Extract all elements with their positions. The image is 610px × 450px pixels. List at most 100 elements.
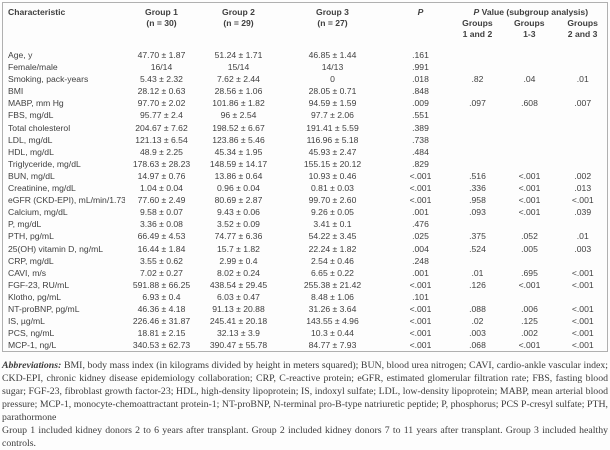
row-value: 0 [330, 74, 335, 85]
abbreviations-text: BMI, body mass index (in kilograms divid… [2, 360, 609, 423]
row-value [501, 255, 559, 267]
row-value: .006 [521, 303, 538, 314]
row-value: .01 [576, 231, 589, 242]
row-value: 16/14 [150, 62, 173, 73]
row-value: .009 [412, 98, 429, 109]
row-value [455, 109, 501, 121]
row-value: .007 [574, 98, 592, 109]
row-value: 48.9 ± 2.25 [140, 146, 183, 157]
row-value: <.001 [571, 328, 594, 339]
col-header-group1: Group 1 (n = 30) [125, 3, 199, 50]
row-value: 99.70 ± 2.60 [308, 195, 357, 206]
p-label: P [417, 7, 424, 17]
row-value: 28.56 ± 1.06 [214, 86, 263, 97]
table-row: BMI 28.12 ± 0.63 28.56 ± 1.06 28.05 ± 0.71.… [3, 85, 608, 97]
row-value: .018 [412, 74, 429, 85]
group3-n: (n = 27) [317, 18, 348, 28]
row-value [501, 85, 559, 97]
row-label: Age, y [8, 50, 33, 60]
row-value [559, 134, 608, 146]
row-value: .001 [412, 267, 429, 278]
row-value: <.001 [409, 316, 432, 327]
row-value: <.001 [518, 195, 541, 206]
row-value: .551 [412, 110, 429, 121]
row-value: 591.88 ± 66.25 [132, 279, 191, 290]
header-row: Characteristic Group 1 (n = 30) Group 2 … [3, 3, 608, 50]
row-value: .01 [471, 267, 484, 278]
row-value: <.001 [518, 279, 541, 290]
row-value: .126 [469, 279, 486, 290]
row-value: 7.02 ± 0.27 [140, 267, 183, 278]
row-value: 54.22 ± 3.45 [308, 231, 357, 242]
row-label: BUN, mg/dL [8, 170, 55, 181]
row-value: 143.55 ± 4.96 [306, 316, 359, 327]
row-value: 226.46 ± 31.87 [132, 316, 191, 327]
row-value: .003 [574, 243, 592, 254]
row-value: <.001 [518, 183, 541, 194]
row-value: .82 [471, 74, 484, 85]
row-value: 51.24 ± 1.71 [214, 50, 263, 60]
row-value: 3.41 ± 0.1 [313, 219, 352, 230]
row-label: NT-proBNP, pg/mL [8, 303, 80, 314]
table-row: eGFR (CKD-EPI), mL/min/1.73 m² 77.60 ± 2.… [3, 194, 608, 206]
row-value: .248 [412, 255, 429, 266]
row-value: 8.48 ± 1.06 [311, 291, 354, 302]
row-label: P, mg/dL [8, 219, 42, 230]
row-value: 10.93 ± 0.46 [308, 170, 357, 181]
row-value: 0.81 ± 0.03 [311, 183, 354, 194]
group2-n: (n = 29) [223, 18, 254, 28]
row-value [455, 146, 501, 158]
row-value: .516 [469, 170, 486, 181]
table-row: Klotho, pg/mL 6.93 ± 0.4 6.03 ± 0.47 8.48 ±… [3, 291, 608, 303]
row-value: .002 [574, 170, 592, 181]
row-value [501, 146, 559, 158]
row-value: 80.69 ± 2.87 [214, 195, 263, 206]
row-value: 340.53 ± 62.73 [132, 340, 191, 351]
table-row: FBS, mg/dL 95.77 ± 2.4 96 ± 2.54 97.7 ± 2.0… [3, 109, 608, 121]
row-value [501, 61, 559, 73]
row-value: .097 [469, 98, 486, 109]
table-header: Characteristic Group 1 (n = 30) Group 2 … [3, 3, 608, 50]
row-value: .484 [412, 146, 429, 157]
table-row: HDL, mg/dL 48.9 ± 2.25 45.34 ± 1.95 45.93 ±… [3, 146, 608, 158]
abbreviations-note: Abbreviations: BMI, body mass index (in … [2, 359, 608, 424]
row-value: 438.54 ± 29.45 [209, 279, 268, 290]
row-value: <.001 [518, 207, 541, 218]
row-label: eGFR (CKD-EPI), mL/min/1.73 m² [8, 195, 125, 206]
row-value: 121.13 ± 6.54 [135, 134, 188, 145]
row-value: .093 [469, 207, 486, 218]
row-value: .02 [471, 316, 484, 327]
row-value [455, 255, 501, 267]
row-value: 14/13 [321, 62, 344, 73]
row-value: .848 [412, 86, 429, 97]
row-value: .125 [521, 316, 538, 327]
row-value [455, 85, 501, 97]
row-label: Creatinine, mg/dL [8, 183, 76, 194]
row-value: <.001 [409, 328, 432, 339]
col-header-groups-1-3: Groups 1-3 [513, 18, 545, 39]
row-value [455, 61, 501, 73]
row-value: .991 [412, 62, 429, 73]
row-value [501, 109, 559, 121]
table-row: CAVI, m/s 7.02 ± 0.27 8.02 ± 0.24 6.65 ± 0.… [3, 267, 608, 279]
row-value: .003 [469, 328, 486, 339]
groups-note: Group 1 included kidney donors 2 to 6 ye… [2, 425, 608, 449]
row-label: Smoking, pack-years [8, 74, 89, 85]
row-label: PCS, ng/mL [8, 328, 55, 339]
row-value [559, 255, 608, 267]
row-value: .738 [412, 134, 429, 145]
row-value: 6.03 ± 0.47 [217, 291, 260, 302]
row-value: .068 [469, 340, 486, 351]
row-value: 0.96 ± 0.04 [217, 183, 260, 194]
row-label: Triglyceride, mg/dL [8, 158, 81, 169]
subgroup-columns: Groups 1 and 2 Groups 1-3 Groups 2 and 3 [455, 18, 608, 40]
row-value: 28.12 ± 0.63 [137, 86, 186, 97]
row-value [455, 218, 501, 230]
row-value: 74.77 ± 6.36 [214, 231, 263, 242]
row-value [455, 291, 501, 303]
table-row: Creatinine, mg/dL 1.04 ± 0.04 0.96 ± 0.04 0… [3, 182, 608, 194]
table-row: LDL, mg/dL 121.13 ± 6.54 123.86 ± 5.46 116.… [3, 134, 608, 146]
row-value: <.001 [571, 267, 594, 278]
row-value: 84.77 ± 7.93 [308, 340, 357, 351]
row-label: MABP, mm Hg [8, 98, 64, 109]
